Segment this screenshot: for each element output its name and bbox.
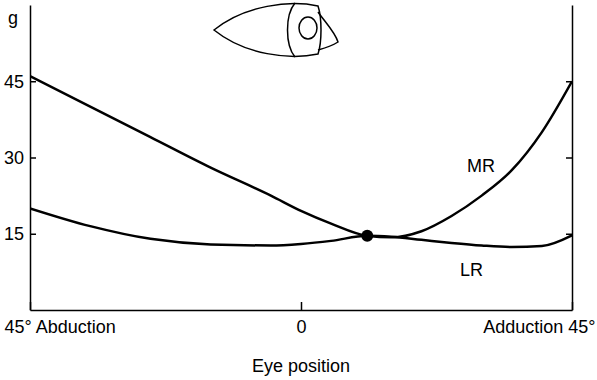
y-axis-title: g [8, 8, 18, 28]
intersection-point [361, 230, 373, 242]
series-line [30, 76, 572, 237]
x-tick-label: 0 [296, 317, 306, 337]
y-axis: 15 30 45 [4, 6, 36, 311]
chart: 45° Abduction 0 Adduction 45° 15 30 45 g Eye po… [0, 0, 597, 380]
series-label: MR [467, 156, 495, 176]
series-label: LR [460, 260, 483, 280]
x-axis-title: Eye position [252, 356, 350, 376]
x-tick-label: Adduction 45° [483, 317, 595, 337]
y-tick-mark [30, 157, 36, 159]
eye-iris [288, 3, 296, 57]
marks [30, 76, 572, 247]
y-tick-label: 30 [4, 148, 24, 168]
right-frame [566, 6, 573, 311]
right-tick-mark [566, 157, 572, 159]
y-tick-label: 15 [4, 224, 24, 244]
y-tick-label: 45 [4, 72, 24, 92]
eye-icon [214, 3, 338, 57]
x-axis: 45° Abduction 0 Adduction 45° [5, 302, 596, 337]
eye-outline [214, 4, 321, 57]
x-tick: 45° Abduction [5, 302, 116, 337]
x-tick: 0 [296, 302, 306, 337]
x-tick-label: 45° Abduction [5, 317, 116, 337]
y-tick: 30 [4, 148, 36, 168]
eye-pupil [299, 17, 317, 39]
y-tick: 15 [4, 224, 36, 244]
eye-caruncle [318, 12, 338, 50]
x-tick-mark [301, 302, 303, 310]
series-line [30, 208, 572, 247]
y-tick: 45 [4, 72, 36, 92]
plot: 45° Abduction 0 Adduction 45° 15 30 45 [4, 6, 596, 337]
y-tick-mark [30, 81, 36, 83]
right-tick [566, 158, 572, 159]
x-tick: Adduction 45° [483, 302, 595, 337]
y-tick-mark [30, 234, 36, 236]
